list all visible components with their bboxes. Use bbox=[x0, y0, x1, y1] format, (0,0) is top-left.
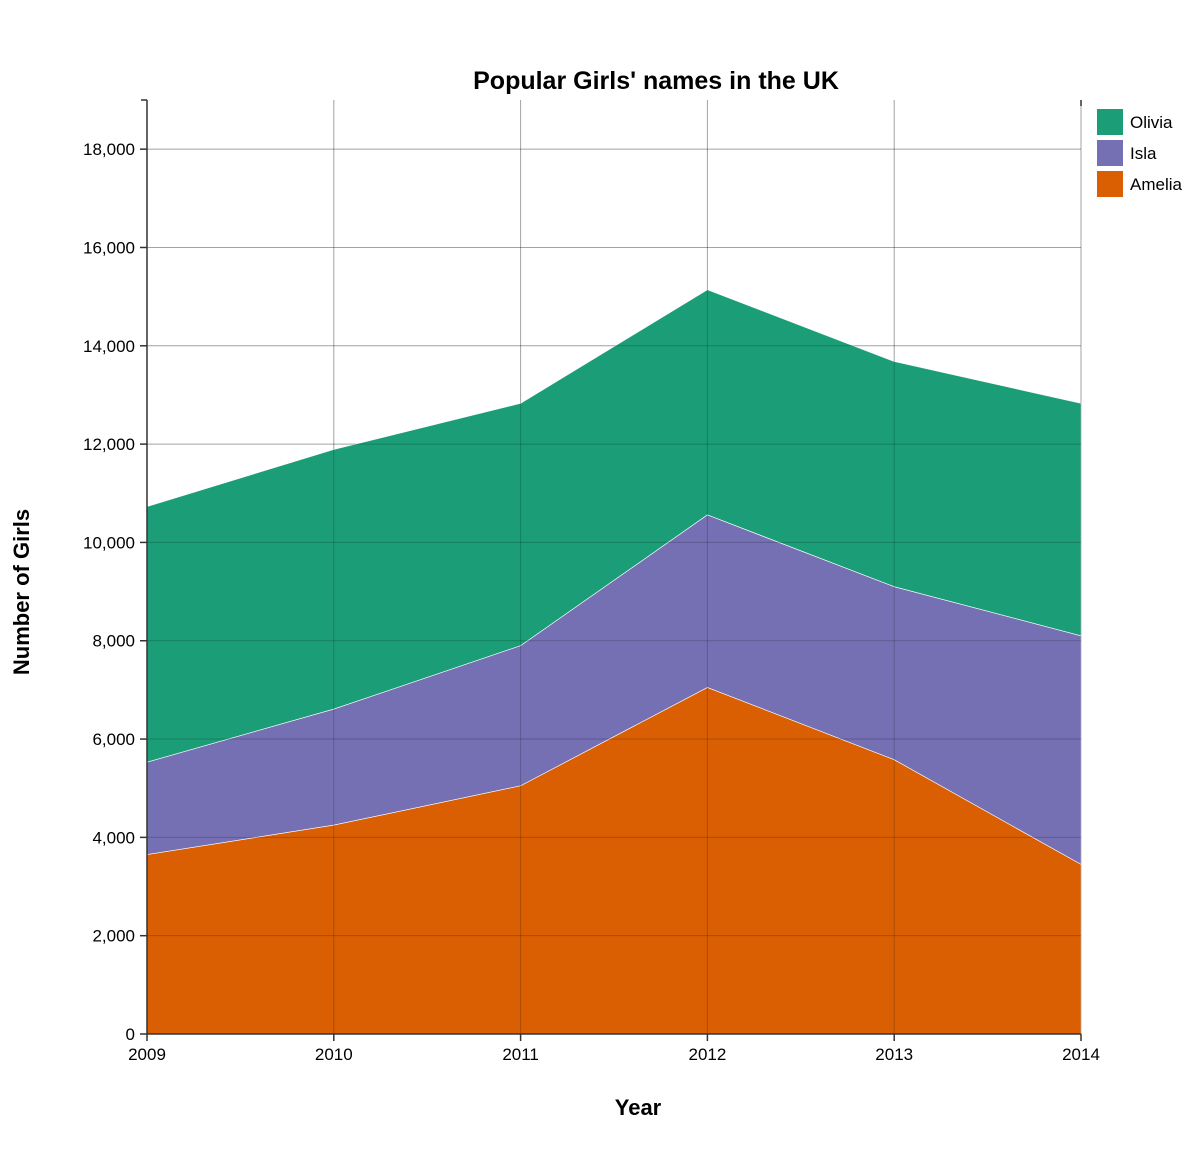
y-axis-title: Number of Girls bbox=[9, 509, 34, 675]
area-series bbox=[146, 289, 1082, 1035]
legend-label-amelia: Amelia bbox=[1130, 175, 1183, 194]
x-tick-label: 2010 bbox=[315, 1045, 353, 1064]
legend-label-olivia: Olivia bbox=[1130, 113, 1173, 132]
y-tick-label: 8,000 bbox=[92, 632, 135, 651]
y-tick-label: 18,000 bbox=[83, 140, 135, 159]
x-tick-label: 2013 bbox=[875, 1045, 913, 1064]
y-tick-label: 10,000 bbox=[83, 533, 135, 552]
y-tick-label: 12,000 bbox=[83, 435, 135, 454]
x-tick-label: 2011 bbox=[502, 1045, 539, 1064]
legend-swatch-olivia bbox=[1097, 109, 1123, 135]
y-tick-label: 2,000 bbox=[92, 927, 135, 946]
y-tick-label: 14,000 bbox=[83, 337, 135, 356]
legend: Olivia Isla Amelia bbox=[1097, 109, 1183, 197]
x-axis-title: Year bbox=[615, 1095, 662, 1120]
legend-label-isla: Isla bbox=[1130, 144, 1157, 163]
y-tick-label: 4,000 bbox=[92, 828, 135, 847]
chart-title: Popular Girls' names in the UK bbox=[473, 67, 839, 95]
axes: 0 2,000 4,000 6,000 8,000 10,000 12,000 14,000 1… bbox=[83, 99, 1100, 1064]
x-tick-label: 2014 bbox=[1062, 1045, 1100, 1064]
y-tick-label: 6,000 bbox=[92, 730, 135, 749]
legend-swatch-amelia bbox=[1097, 171, 1123, 197]
legend-swatch-isla bbox=[1097, 140, 1123, 166]
y-tick-label: 0 bbox=[126, 1025, 135, 1044]
x-tick-label: 2012 bbox=[688, 1045, 726, 1064]
area-olivia bbox=[146, 289, 1082, 763]
y-tick-label: 16,000 bbox=[83, 238, 135, 257]
x-tick-label: 2009 bbox=[128, 1045, 166, 1064]
